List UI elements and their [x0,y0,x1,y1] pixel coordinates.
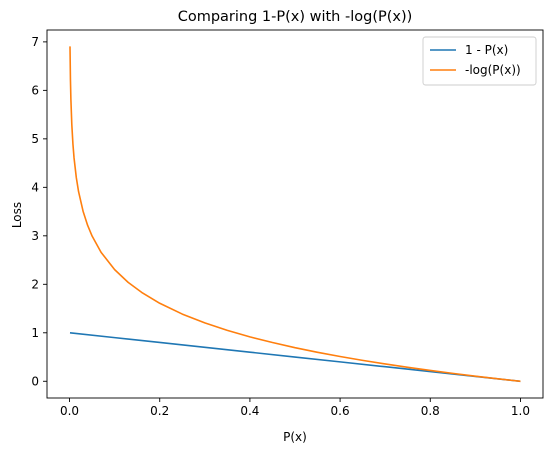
y-tick-label: 6 [31,83,39,97]
x-axis-label: P(x) [283,430,307,444]
x-tick-label: 0.8 [421,404,440,418]
y-tick-label: 7 [31,35,39,49]
chart-title: Comparing 1-P(x) with -log(P(x)) [178,9,413,25]
x-tick-label: 0.0 [60,404,79,418]
y-tick-label: 2 [31,277,39,291]
y-tick-label: 5 [31,132,39,146]
series-line-1 [69,46,521,383]
x-tick-label: 1.0 [511,404,530,418]
legend-label-0: 1 - P(x) [465,43,508,57]
x-tick-label: 0.6 [331,404,350,418]
plot-area: 0.0 0.2 0.4 0.6 0.8 1.0 0 1 2 3 4 5 6 7 1 - P(x) -log(P… [31,29,544,418]
y-tick-label: 0 [31,374,39,388]
y-axis-label: Loss [10,202,24,228]
y-tick-label: 4 [31,180,39,194]
legend-label-1: -log(P(x)) [465,63,521,77]
y-tick-label: 1 [31,326,39,340]
legend-box [422,36,537,86]
x-tick-label: 0.2 [150,404,169,418]
axes-frame [46,29,544,399]
x-tick-label: 0.4 [240,404,259,418]
y-tick-label: 3 [31,229,39,243]
